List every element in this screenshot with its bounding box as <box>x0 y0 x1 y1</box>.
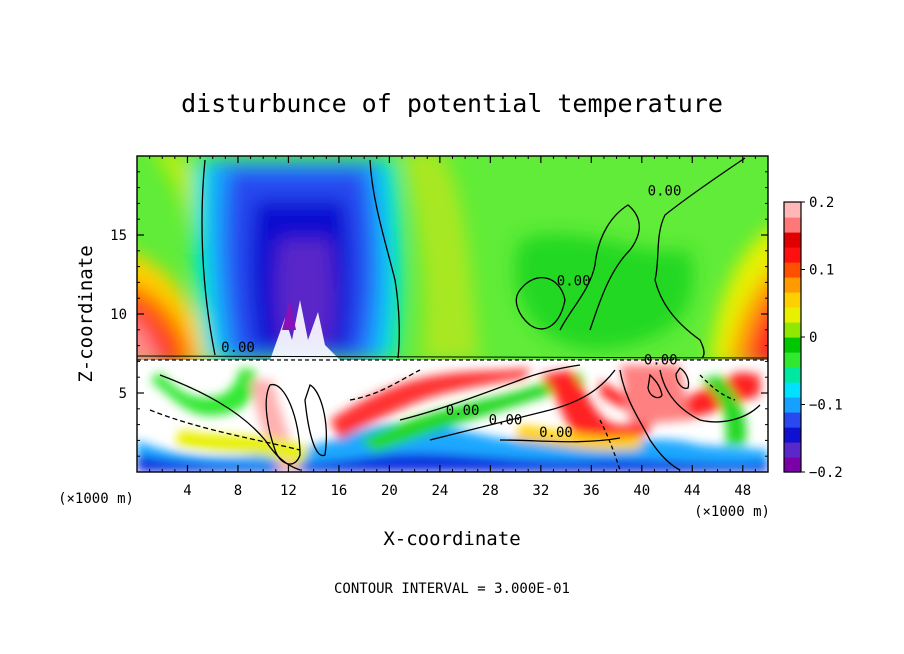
x-tick-label: 12 <box>280 483 297 499</box>
colorbar-swatch <box>784 412 801 428</box>
contour-interval-label: CONTOUR INTERVAL = 3.000E-01 <box>334 581 570 597</box>
colorbar-swatch <box>784 397 801 413</box>
x-tick-label: 44 <box>684 483 701 499</box>
colorbar-swatch <box>784 262 801 278</box>
colorbar-swatch <box>784 442 801 458</box>
y-tick-label: 15 <box>110 228 127 244</box>
contour-label: 0.00 <box>446 403 480 419</box>
y-tick-label: 5 <box>119 386 127 402</box>
contour-labels: 0.00 0.00 0.00 0.00 0.00 0.00 0.00 <box>221 184 681 442</box>
x-axis: 4 8 12 16 20 24 28 32 36 40 44 48 <box>149 156 756 499</box>
colorbar: 0.2 0.1 0 −0.1 −0.2 <box>783 195 843 481</box>
plume-spikes <box>270 300 340 360</box>
chart-title: disturbunce of potential temperature <box>181 89 723 118</box>
colorbar-swatch <box>784 322 801 338</box>
x-unit-label-right: (×1000 m) <box>694 504 770 520</box>
colorbar-swatch <box>784 217 801 233</box>
colorbar-swatch <box>784 307 801 323</box>
x-tick-label: 40 <box>633 483 650 499</box>
contour-label: 0.00 <box>644 353 678 369</box>
y-axis-label: Z-coordinate <box>75 245 97 382</box>
x-unit-label-left: (×1000 m) <box>58 491 134 507</box>
x-tick-label: 32 <box>532 483 549 499</box>
colorbar-tick-label: −0.1 <box>809 398 843 414</box>
x-axis-label: X-coordinate <box>383 528 520 550</box>
colorbar-swatch <box>784 367 801 383</box>
colorbar-swatch <box>784 457 801 473</box>
colorbar-swatch <box>784 292 801 308</box>
colorbar-swatch <box>784 352 801 368</box>
colorbar-swatch <box>784 382 801 398</box>
colorbar-tick-label: −0.2 <box>809 465 843 481</box>
contour-label: 0.00 <box>489 413 523 429</box>
colorbar-swatch <box>784 232 801 248</box>
x-tick-label: 8 <box>234 483 242 499</box>
contour-label: 0.00 <box>539 425 573 441</box>
colorbar-swatch <box>784 202 801 218</box>
x-tick-label: 24 <box>431 483 448 499</box>
plot-area: 0.00 0.00 0.00 0.00 0.00 0.00 0.00 <box>137 156 768 472</box>
colorbar-tick-label: 0.2 <box>809 195 834 211</box>
colorbar-swatch <box>784 277 801 293</box>
contour-lines <box>137 157 768 471</box>
x-tick-label: 36 <box>583 483 600 499</box>
colorbar-tick-label: 0.1 <box>809 263 834 279</box>
x-tick-label: 16 <box>330 483 347 499</box>
x-tick-label: 48 <box>734 483 751 499</box>
y-axis: 5 10 15 <box>110 171 768 457</box>
colorbar-swatch <box>784 427 801 443</box>
x-tick-label: 4 <box>183 483 191 499</box>
y-tick-label: 10 <box>110 307 127 323</box>
x-tick-label: 28 <box>482 483 499 499</box>
upper-field-detail <box>137 156 768 365</box>
colorbar-swatch <box>784 247 801 263</box>
contour-label: 0.00 <box>648 184 682 200</box>
contour-label: 0.00 <box>557 274 591 290</box>
x-tick-label: 20 <box>381 483 398 499</box>
colorbar-tick-label: 0 <box>809 330 817 346</box>
colorbar-swatch <box>784 337 801 353</box>
contour-label: 0.00 <box>221 340 255 356</box>
